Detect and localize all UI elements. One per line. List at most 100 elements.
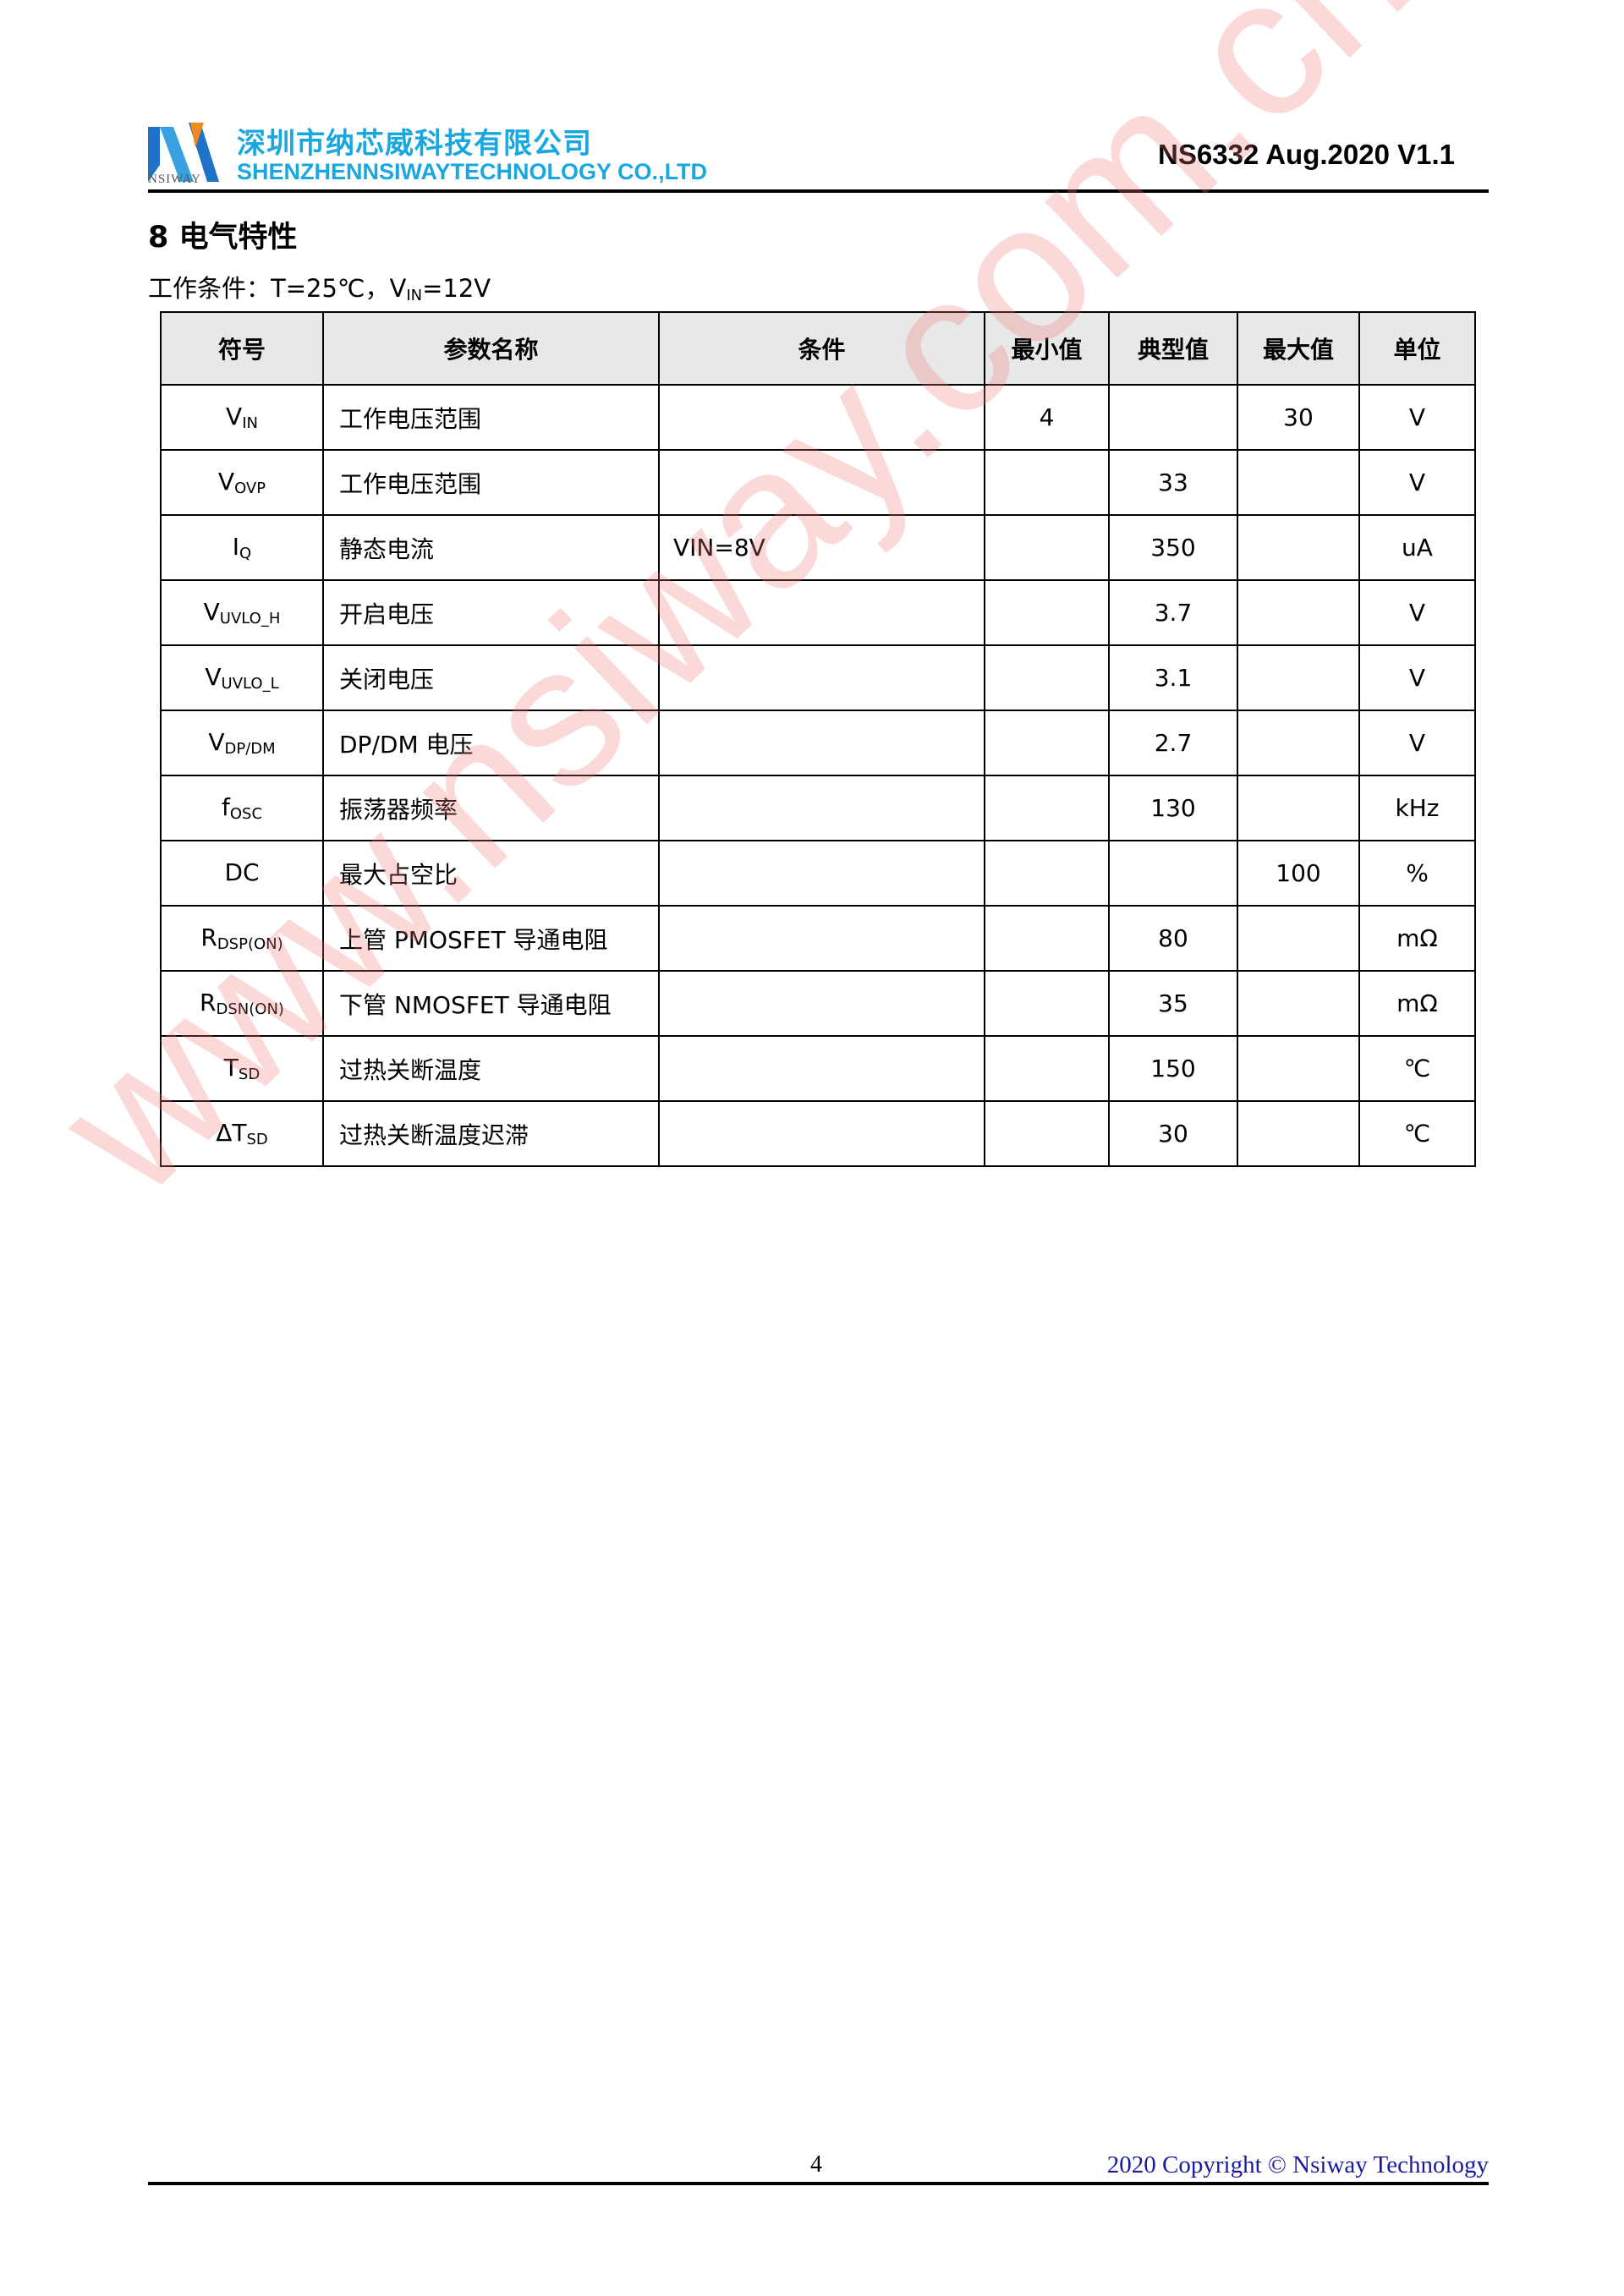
symbol-cell: RDSN(ON)	[160, 970, 324, 1037]
symbol-subscript: SD	[246, 1131, 268, 1148]
symbol-subscript: OVP	[234, 479, 266, 497]
unit-cell: ℃	[1358, 1035, 1476, 1102]
name-cell: 关闭电压	[322, 644, 660, 711]
min-cell	[984, 970, 1110, 1037]
unit-cell: mΩ	[1358, 970, 1476, 1037]
symbol-cell: VIN	[160, 384, 324, 451]
symbol: R	[200, 923, 217, 951]
max-cell: 100	[1237, 840, 1360, 907]
table-row: VIN 工作电压范围 4 30 V	[160, 384, 1476, 451]
name-cell: 下管 NMOSFET 导通电阻	[322, 970, 660, 1037]
min-cell	[984, 840, 1110, 907]
symbol-cell: VDP/DM	[160, 710, 324, 776]
cond-cell	[658, 449, 985, 516]
table-row: VUVLO_L 关闭电压 3.1 V	[160, 644, 1476, 711]
min-cell	[984, 710, 1110, 776]
column-header: 典型值	[1108, 311, 1238, 386]
symbol: DC	[224, 858, 260, 886]
copyright: 2020 Copyright © Nsiway Technology	[1106, 2151, 1489, 2178]
cond-cell	[658, 1100, 985, 1167]
section-title: 8 电气特性	[148, 221, 298, 255]
unit-cell: V	[1358, 384, 1476, 451]
min-cell	[984, 1100, 1110, 1167]
max-cell	[1237, 775, 1360, 841]
name-cell: 过热关断温度迟滞	[322, 1100, 660, 1167]
cond-cell	[658, 384, 985, 451]
min-cell	[984, 514, 1110, 581]
typ-cell: 150	[1108, 1035, 1238, 1102]
min-cell	[984, 449, 1110, 516]
page-number: 4	[810, 2151, 822, 2178]
max-cell	[1237, 579, 1360, 646]
min-cell	[984, 644, 1110, 711]
unit-cell: V	[1358, 579, 1476, 646]
unit-cell: ℃	[1358, 1100, 1476, 1167]
name-cell: 振荡器频率	[322, 775, 660, 841]
name-cell: DP/DM 电压	[322, 710, 660, 776]
table-row: VDP/DM DP/DM 电压 2.7 V	[160, 710, 1476, 776]
symbol: I	[232, 533, 240, 561]
footer-divider	[148, 2182, 1489, 2185]
cond-cell: VIN=8V	[658, 514, 985, 581]
symbol-cell: DC	[160, 840, 324, 907]
table-row: ΔTSD 过热关断温度迟滞 30 ℃	[160, 1100, 1476, 1167]
unit-cell: V	[1358, 449, 1476, 516]
typ-cell: 3.7	[1108, 579, 1238, 646]
symbol-cell: VUVLO_L	[160, 644, 324, 711]
operating-conditions: 工作条件：T=25℃，VIN=12V	[148, 269, 491, 304]
cond-cell	[658, 644, 985, 711]
unit-cell: %	[1358, 840, 1476, 907]
symbol-cell: fOSC	[160, 775, 324, 841]
cond-cell	[658, 840, 985, 907]
max-cell	[1237, 905, 1360, 972]
table-row: fOSC 振荡器频率 130 kHz	[160, 775, 1476, 841]
cond-cell	[658, 970, 985, 1037]
min-cell	[984, 775, 1110, 841]
cond-cell	[658, 579, 985, 646]
typ-cell: 35	[1108, 970, 1238, 1037]
cond-cell	[658, 710, 985, 776]
symbol: ΔT	[216, 1119, 247, 1147]
table-row: TSD 过热关断温度 150 ℃	[160, 1035, 1476, 1102]
column-header: 最大值	[1237, 311, 1360, 386]
symbol-cell: VUVLO_H	[160, 579, 324, 646]
symbol-cell: RDSP(ON)	[160, 905, 324, 972]
document-id: NS6332 Aug.2020 V1.1	[1158, 139, 1455, 170]
typ-cell: 2.7	[1108, 710, 1238, 776]
symbol: V	[203, 598, 220, 626]
symbol: V	[226, 403, 243, 430]
unit-cell: mΩ	[1358, 905, 1476, 972]
symbol-subscript: DSN(ON)	[216, 1000, 284, 1018]
typ-cell	[1108, 840, 1238, 907]
conditions-text: 工作条件：T=25℃，V	[148, 274, 407, 303]
name-cell: 静态电流	[322, 514, 660, 581]
max-cell	[1237, 1100, 1360, 1167]
name-cell: 过热关断温度	[322, 1035, 660, 1102]
typ-cell	[1108, 384, 1238, 451]
conditions-subscript: IN	[406, 287, 423, 304]
logo-text: NSIWAY	[148, 173, 201, 186]
symbol: V	[208, 728, 225, 756]
company-logo	[148, 123, 219, 182]
symbol-cell: VOVP	[160, 449, 324, 516]
min-cell	[984, 579, 1110, 646]
symbol-subscript: OSC	[229, 805, 263, 823]
column-header: 最小值	[984, 311, 1110, 386]
cond-cell	[658, 905, 985, 972]
company-name-cn: 深圳市纳芯威科技有限公司	[237, 127, 592, 161]
unit-cell: uA	[1358, 514, 1476, 581]
table-row: RDSN(ON) 下管 NMOSFET 导通电阻 35 mΩ	[160, 970, 1476, 1037]
column-header: 单位	[1358, 311, 1476, 386]
unit-cell: V	[1358, 710, 1476, 776]
max-cell: 30	[1237, 384, 1360, 451]
symbol-cell: IQ	[160, 514, 324, 581]
symbol-subscript: DSP(ON)	[217, 935, 283, 953]
cond-cell	[658, 1035, 985, 1102]
max-cell	[1237, 1035, 1360, 1102]
symbol: T	[223, 1054, 239, 1082]
symbol-subscript: IN	[242, 414, 258, 432]
typ-cell: 80	[1108, 905, 1238, 972]
symbol-subscript: DP/DM	[224, 740, 276, 758]
electrical-characteristics-table: 符号 参数名称 条件 最小值 典型值 最大值 单位 VIN 工作电压范围 4 30 V VOVP 工作电…	[160, 311, 1476, 1167]
min-cell: 4	[984, 384, 1110, 451]
